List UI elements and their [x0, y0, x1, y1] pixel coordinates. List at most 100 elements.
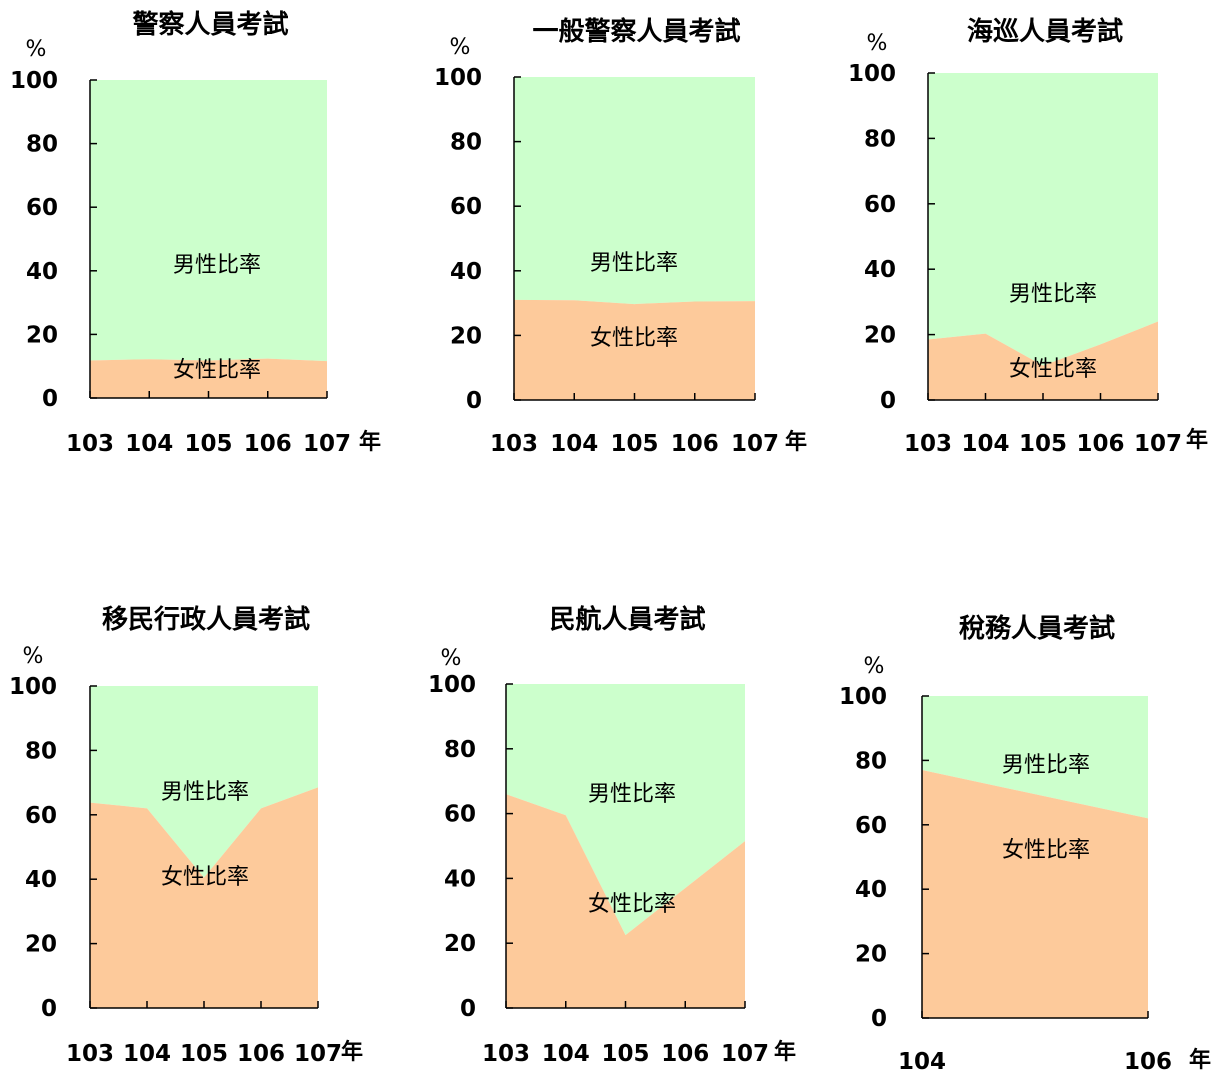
male-ratio-area — [90, 80, 327, 362]
male-ratio-label: 男性比率 — [173, 253, 261, 278]
female-ratio-area — [90, 358, 327, 398]
female-ratio-area — [922, 770, 1148, 1018]
x-tick-label: 107 — [303, 431, 351, 457]
x-tick-label: 103 — [66, 431, 114, 457]
chart-1: 0 20 40 60 80 100 103 104 105 106 107 年% 警察人員考試男性比率女… — [10, 9, 381, 457]
y-tick-label: 0 — [466, 388, 482, 414]
y-tick-label: 20 — [25, 932, 57, 958]
chart-title: 稅務人員考試 — [959, 613, 1115, 644]
y-tick-label: 40 — [855, 877, 887, 903]
y-tick-label: 20 — [864, 323, 896, 349]
y-tick-label: 100 — [428, 672, 476, 698]
male-ratio-label: 男性比率 — [590, 251, 678, 276]
x-tick-label: 104 — [123, 1041, 171, 1067]
y-tick-label: 80 — [25, 738, 57, 764]
y-tick-label: 100 — [839, 684, 887, 710]
x-tick-label: 106 — [237, 1041, 285, 1067]
y-tick-label: 20 — [450, 323, 482, 349]
x-tick-label: 105 — [1019, 431, 1067, 457]
x-tick-label: 105 — [184, 431, 232, 457]
y-tick-label: 0 — [880, 388, 896, 414]
female-ratio-label: 女性比率 — [1002, 838, 1090, 863]
female-ratio-area — [90, 787, 318, 1008]
x-unit-label: 年 — [359, 429, 381, 455]
y-tick-label: 100 — [10, 68, 58, 94]
female-ratio-area — [928, 321, 1158, 400]
female-ratio-label: 女性比率 — [588, 892, 676, 917]
x-tick-label: 104 — [542, 1041, 590, 1067]
y-tick-label: 80 — [450, 130, 482, 156]
y-tick-label: 40 — [25, 867, 57, 893]
chart-title: 一般警察人員考試 — [532, 16, 740, 47]
female-ratio-label: 女性比率 — [161, 865, 249, 890]
y-unit-label: % — [23, 644, 44, 669]
x-tick-label: 106 — [1124, 1049, 1172, 1075]
x-tick-label: 104 — [961, 431, 1009, 457]
y-tick-label: 60 — [444, 802, 476, 828]
y-tick-label: 20 — [855, 942, 887, 968]
x-tick-label: 103 — [66, 1041, 114, 1067]
male-ratio-area — [90, 686, 318, 878]
y-tick-label: 0 — [41, 996, 57, 1022]
y-unit-label: % — [441, 646, 462, 671]
x-unit-label: 年 — [774, 1039, 796, 1065]
x-tick-label: 103 — [482, 1041, 530, 1067]
y-tick-label: 0 — [42, 386, 58, 412]
y-unit-label: % — [450, 35, 471, 60]
x-tick-label: 106 — [1076, 431, 1124, 457]
y-tick-label: 60 — [26, 195, 58, 221]
y-tick-label: 0 — [871, 1006, 887, 1032]
y-tick-label: 80 — [26, 132, 58, 158]
x-tick-label: 105 — [610, 431, 658, 457]
x-unit-label: 年 — [1186, 427, 1208, 453]
y-tick-label: 60 — [855, 813, 887, 839]
x-tick-label: 104 — [898, 1049, 946, 1075]
y-tick-label: 80 — [855, 748, 887, 774]
male-ratio-label: 男性比率 — [1002, 753, 1090, 778]
x-tick-label: 103 — [490, 431, 538, 457]
x-tick-label: 107 — [294, 1041, 342, 1067]
chart-2: 0 20 40 60 80 100 103 104 105 106 107 年% 一般警察人員考試男性比… — [434, 16, 807, 457]
x-tick-label: 107 — [721, 1041, 769, 1067]
y-tick-label: 20 — [26, 322, 58, 348]
x-tick-label: 103 — [904, 431, 952, 457]
x-tick-label: 104 — [125, 431, 173, 457]
male-ratio-label: 男性比率 — [161, 780, 249, 805]
y-unit-label: % — [26, 37, 47, 62]
male-ratio-area — [514, 77, 755, 305]
y-tick-label: 60 — [864, 192, 896, 218]
male-ratio-area — [922, 696, 1148, 819]
y-tick-label: 0 — [460, 996, 476, 1022]
female-ratio-area — [506, 794, 745, 1008]
x-tick-label: 106 — [244, 431, 292, 457]
y-tick-label: 40 — [444, 866, 476, 892]
x-unit-label: 年 — [341, 1039, 363, 1065]
y-tick-label: 100 — [434, 65, 482, 91]
y-tick-label: 60 — [450, 194, 482, 220]
y-tick-label: 60 — [25, 803, 57, 829]
chart-title: 民航人員考試 — [549, 604, 705, 635]
y-tick-label: 40 — [26, 259, 58, 285]
y-tick-label: 40 — [450, 259, 482, 285]
x-unit-label: 年 — [785, 429, 807, 455]
y-tick-label: 40 — [864, 257, 896, 283]
y-unit-label: % — [864, 654, 885, 679]
x-unit-label: 年 — [1189, 1047, 1211, 1073]
y-unit-label: % — [867, 31, 888, 56]
x-tick-label: 104 — [550, 431, 598, 457]
chart-title: 警察人員考試 — [132, 9, 288, 40]
chart-title: 海巡人員考試 — [967, 16, 1123, 47]
x-tick-label: 106 — [671, 431, 719, 457]
x-tick-label: 105 — [180, 1041, 228, 1067]
male-ratio-area — [928, 73, 1158, 366]
y-tick-label: 100 — [9, 674, 57, 700]
female-ratio-label: 女性比率 — [590, 326, 678, 351]
y-tick-label: 80 — [444, 737, 476, 763]
male-ratio-label: 男性比率 — [588, 782, 676, 807]
female-ratio-area — [514, 299, 755, 400]
x-tick-label: 105 — [601, 1041, 649, 1067]
chart-title: 移民行政人員考試 — [102, 604, 310, 635]
female-ratio-label: 女性比率 — [1009, 357, 1097, 382]
